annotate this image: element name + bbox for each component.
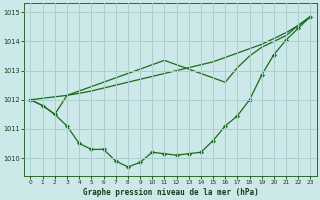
X-axis label: Graphe pression niveau de la mer (hPa): Graphe pression niveau de la mer (hPa) <box>83 188 258 197</box>
